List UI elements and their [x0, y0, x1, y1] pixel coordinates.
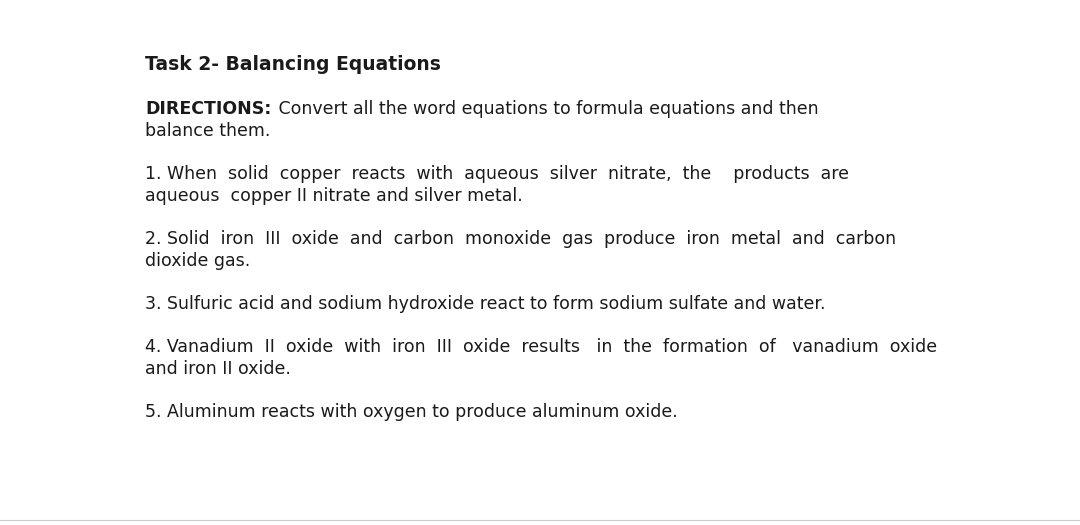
- Text: balance them.: balance them.: [145, 122, 270, 140]
- Text: 5. Aluminum reacts with oxygen to produce aluminum oxide.: 5. Aluminum reacts with oxygen to produc…: [145, 403, 678, 421]
- Text: Convert all the word equations to formula equations and then: Convert all the word equations to formul…: [273, 100, 819, 118]
- Text: aqueous  copper II nitrate and silver metal.: aqueous copper II nitrate and silver met…: [145, 187, 523, 205]
- Text: 1. When  solid  copper  reacts  with  aqueous  silver  nitrate,  the    products: 1. When solid copper reacts with aqueous…: [145, 165, 849, 183]
- Text: 2. Solid  iron  III  oxide  and  carbon  monoxide  gas  produce  iron  metal  an: 2. Solid iron III oxide and carbon monox…: [145, 230, 896, 248]
- Text: Task 2- Balancing Equations: Task 2- Balancing Equations: [145, 55, 441, 74]
- Text: DIRECTIONS:: DIRECTIONS:: [145, 100, 271, 118]
- Text: 3. Sulfuric acid and sodium hydroxide react to form sodium sulfate and water.: 3. Sulfuric acid and sodium hydroxide re…: [145, 295, 825, 313]
- Text: dioxide gas.: dioxide gas.: [145, 252, 251, 270]
- Text: 4. Vanadium  II  oxide  with  iron  III  oxide  results   in  the  formation  of: 4. Vanadium II oxide with iron III oxide…: [145, 338, 937, 356]
- Text: and iron II oxide.: and iron II oxide.: [145, 360, 291, 378]
